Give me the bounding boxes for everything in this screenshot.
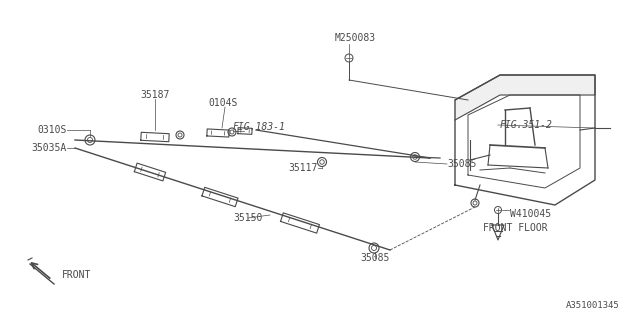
Text: 0310S: 0310S xyxy=(38,125,67,135)
Text: 35150: 35150 xyxy=(234,213,262,223)
Polygon shape xyxy=(455,75,595,205)
Text: 35035A: 35035A xyxy=(32,143,67,153)
Text: A351001345: A351001345 xyxy=(566,301,620,310)
Text: FRONT: FRONT xyxy=(62,270,92,280)
Text: FRONT FLOOR: FRONT FLOOR xyxy=(483,223,548,233)
Text: 35187: 35187 xyxy=(140,90,170,100)
Text: FIG.351-2: FIG.351-2 xyxy=(500,120,553,130)
Text: W410045: W410045 xyxy=(510,209,551,219)
Text: 35085: 35085 xyxy=(360,253,390,263)
Polygon shape xyxy=(455,75,595,120)
Text: FIG.183-1: FIG.183-1 xyxy=(233,122,286,132)
Text: 35117: 35117 xyxy=(289,163,318,173)
Text: 35085: 35085 xyxy=(447,159,476,169)
Text: M250083: M250083 xyxy=(335,33,376,43)
Text: 0104S: 0104S xyxy=(208,98,237,108)
